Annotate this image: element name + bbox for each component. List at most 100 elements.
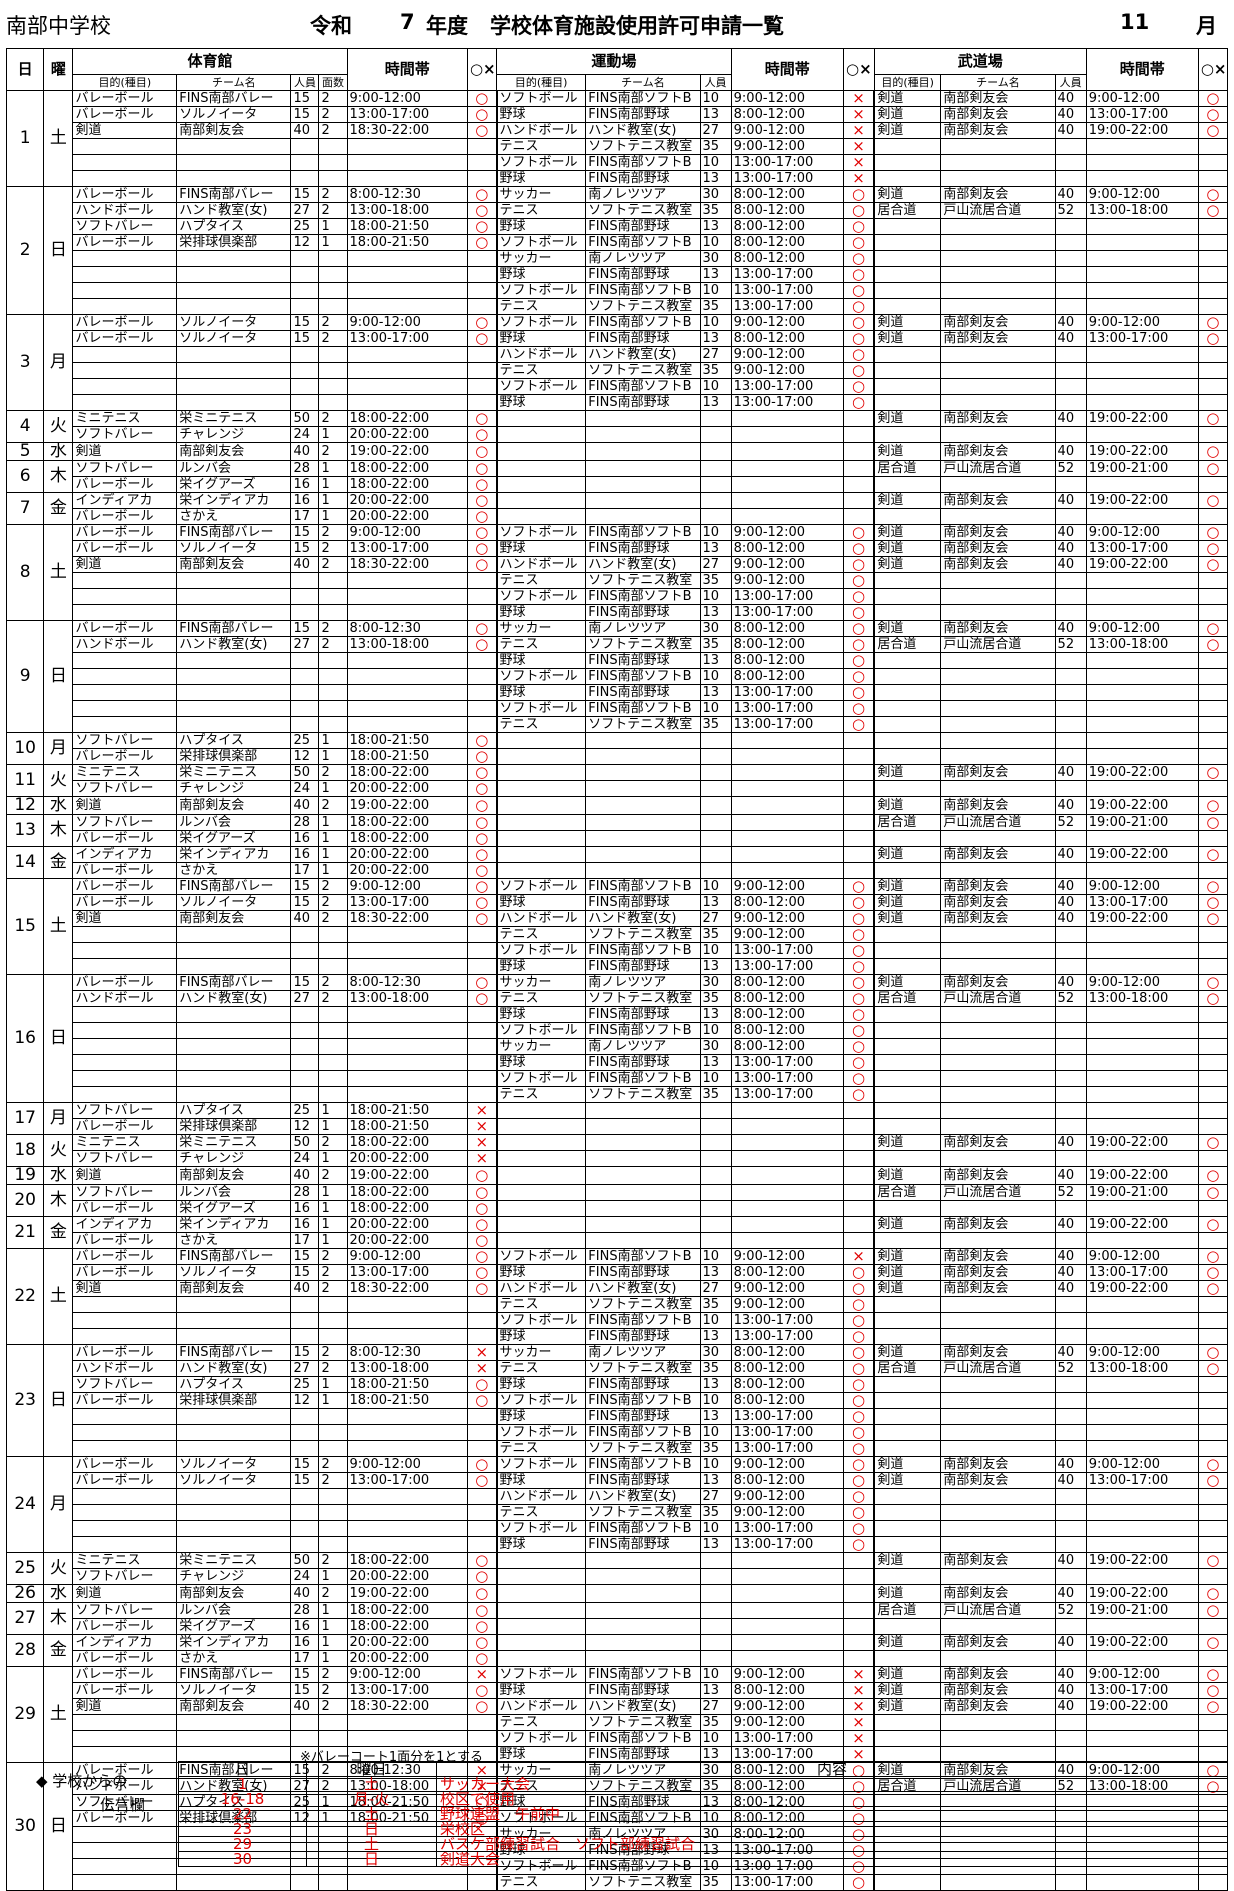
field-people-cell bbox=[699, 732, 732, 749]
gym-time-cell: 13:00-17:00 bbox=[346, 106, 468, 123]
gym-people-cell: 40 bbox=[290, 442, 320, 461]
gym-people-cell: 15 bbox=[290, 540, 320, 557]
gym-team-cell: 栄インディアカ bbox=[176, 846, 292, 863]
field-okng-cell bbox=[842, 846, 875, 863]
gym-team-cell bbox=[176, 1424, 292, 1441]
field-time-cell bbox=[730, 1134, 844, 1151]
budo-team-cell: 南部剣友会 bbox=[940, 620, 1056, 637]
notes-day: 29 bbox=[178, 1836, 307, 1852]
field-team-cell bbox=[585, 410, 701, 427]
gym-time-cell: 9:00-12:00 bbox=[346, 1666, 468, 1683]
gym-people-cell: 27 bbox=[290, 990, 320, 1007]
table-row: 野球 FINS南部野球 13 13:00-17:00 ○ bbox=[7, 266, 1229, 283]
field-okng-cell: × bbox=[842, 154, 875, 171]
gym-team-cell bbox=[176, 1022, 292, 1039]
budo-team-cell: 南部剣友会 bbox=[940, 1666, 1056, 1683]
budo-team-cell: 南部剣友会 bbox=[940, 442, 1056, 461]
budo-time-cell bbox=[1085, 1408, 1199, 1425]
gym-people-cell: 28 bbox=[290, 1184, 320, 1201]
budo-team-cell bbox=[940, 958, 1056, 975]
gym-courts-cell: 2 bbox=[318, 910, 348, 927]
budo-okng-cell bbox=[1197, 1730, 1229, 1747]
field-time-cell: 13:00-17:00 bbox=[730, 378, 844, 395]
table-row: 19 水剣道 南部剣友会 40 2 19:00-22:00 ○ 剣道 南部剣友会 40 19:00-… bbox=[5, 1166, 1229, 1185]
budo-team-cell bbox=[940, 170, 1056, 187]
gym-courts-cell bbox=[318, 346, 348, 363]
budo-time-cell: 19:00-22:00 bbox=[1085, 410, 1199, 427]
gym-purpose-cell bbox=[72, 1054, 178, 1071]
field-time-cell bbox=[730, 460, 844, 477]
budo-purpose-cell bbox=[873, 508, 942, 525]
budo-purpose-cell: 剣道 bbox=[873, 1344, 942, 1361]
gym-purpose-cell bbox=[72, 394, 178, 411]
gym-people-cell: 15 bbox=[290, 1344, 320, 1361]
field-team-cell bbox=[585, 814, 701, 831]
gym-courts-cell: 1 bbox=[318, 1634, 348, 1651]
budo-purpose-cell bbox=[873, 1424, 942, 1441]
table-row: ハンドボール ハンド教室(女) 27 2 13:00-18:00 × テニス ソフトテニス教室… bbox=[7, 1360, 1229, 1377]
table-row: 4 火ミニテニス 栄ミニテニス 50 2 18:00-22:00 ○ 剣道 南部剣友会 40 19:… bbox=[5, 410, 1229, 443]
budo-okng-cell bbox=[1197, 700, 1229, 717]
budo-okng-cell bbox=[1197, 732, 1229, 749]
budo-purpose-cell bbox=[873, 1022, 942, 1039]
field-okng-cell: × bbox=[842, 1730, 875, 1747]
field-people-cell bbox=[699, 780, 732, 797]
gym-okng-cell bbox=[466, 1006, 498, 1023]
field-purpose-cell: テニス bbox=[495, 1504, 587, 1521]
gym-purpose-cell bbox=[72, 1730, 178, 1747]
gym-courts-cell: 1 bbox=[318, 830, 348, 847]
budo-team-cell bbox=[940, 604, 1056, 621]
field-purpose-cell: ソフトボール bbox=[495, 588, 587, 605]
budo-okng-cell bbox=[1197, 1006, 1229, 1023]
field-team-cell: FINS南部ソフトB bbox=[585, 1666, 701, 1683]
budo-time-cell bbox=[1085, 652, 1199, 669]
field-okng-cell: ○ bbox=[842, 620, 875, 637]
field-time-cell: 13:00-17:00 bbox=[730, 942, 844, 959]
field-people-cell bbox=[699, 1650, 732, 1667]
budo-okng-cell: ○ bbox=[1197, 764, 1229, 781]
day-cell: 22 bbox=[5, 1248, 45, 1345]
budo-time-cell bbox=[1085, 138, 1199, 155]
table-row: 22 土バレーボール FINS南部バレー 15 2 9:00-12:00 ○ ソフトボール FI… bbox=[5, 1248, 1229, 1345]
gym-time-cell bbox=[346, 1408, 468, 1425]
gym-okng-cell: ○ bbox=[466, 1552, 498, 1569]
field-people-cell: 10 bbox=[699, 90, 732, 107]
field-people-cell: 10 bbox=[699, 700, 732, 717]
gym-people-cell bbox=[290, 154, 320, 171]
field-purpose-cell: ソフトボール bbox=[495, 1730, 587, 1747]
gym-okng-cell: × bbox=[466, 1344, 498, 1361]
col-field-people: 人員 bbox=[699, 74, 732, 91]
gym-courts-cell: 1 bbox=[318, 732, 348, 749]
gym-okng-cell: ○ bbox=[466, 1650, 498, 1667]
gym-okng-cell bbox=[466, 1424, 498, 1441]
budo-people-cell bbox=[1054, 668, 1087, 685]
budo-time-cell bbox=[1085, 1200, 1199, 1217]
gym-team-cell: ハンド教室(女) bbox=[176, 1360, 292, 1377]
field-team-cell: FINS南部野球 bbox=[585, 1682, 701, 1699]
col-gym-team: チーム名 bbox=[176, 74, 292, 91]
budo-people-cell bbox=[1054, 1714, 1087, 1731]
field-okng-cell: ○ bbox=[842, 394, 875, 411]
budo-purpose-cell bbox=[873, 652, 942, 669]
gym-team-cell bbox=[176, 378, 292, 395]
table-row: 剣道 南部剣友会 40 2 18:30-22:00 ○ ハンドボール ハンド教室(女) 27 9:… bbox=[7, 556, 1229, 573]
weekday-cell: 火 bbox=[43, 410, 74, 443]
field-people-cell: 30 bbox=[699, 186, 732, 203]
gym-people-cell bbox=[290, 684, 320, 701]
gym-people-cell bbox=[290, 1054, 320, 1071]
gym-okng-cell: ○ bbox=[466, 524, 498, 541]
gym-okng-cell bbox=[466, 1488, 498, 1505]
field-people-cell: 10 bbox=[699, 1022, 732, 1039]
budo-purpose-cell bbox=[873, 572, 942, 589]
budo-people-cell: 40 bbox=[1054, 556, 1087, 573]
field-purpose-cell bbox=[495, 764, 587, 781]
budo-okng-cell bbox=[1197, 1200, 1229, 1217]
budo-purpose-cell bbox=[873, 1232, 942, 1249]
budo-team-cell: 南部剣友会 bbox=[940, 186, 1056, 203]
field-purpose-cell bbox=[495, 1650, 587, 1667]
budo-purpose-cell: 居合道 bbox=[873, 1360, 942, 1377]
budo-team-cell bbox=[940, 1650, 1056, 1667]
budo-time-cell: 19:00-21:00 bbox=[1085, 1602, 1199, 1619]
field-purpose-cell bbox=[495, 1552, 587, 1569]
col-budo-people: 人員 bbox=[1054, 74, 1087, 91]
